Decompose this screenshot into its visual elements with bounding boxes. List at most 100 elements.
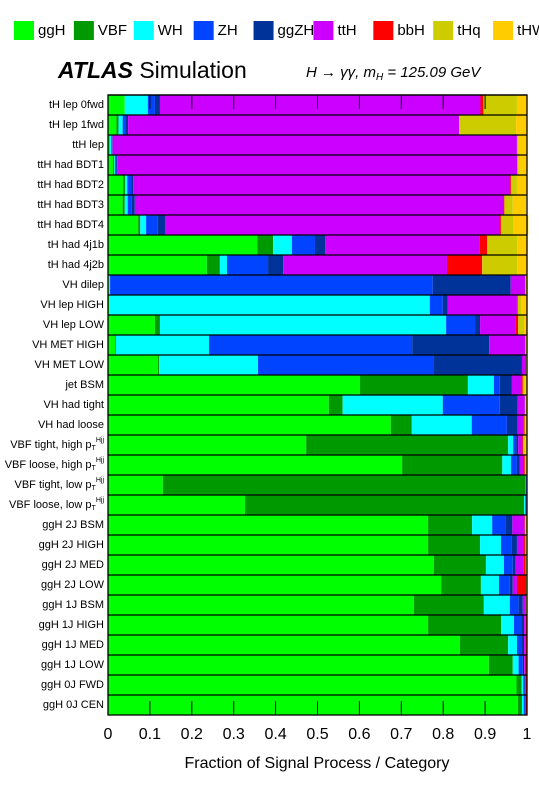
bar-segment	[159, 355, 259, 375]
bar-segment	[512, 575, 517, 595]
bar-segment	[402, 455, 503, 475]
bar-segment	[208, 335, 413, 355]
x-tick-label: 0.4	[264, 726, 286, 743]
y-tick-label: VH had tight	[43, 399, 104, 411]
bar-segment	[519, 455, 525, 475]
legend-label: ZH	[218, 22, 238, 39]
bar-segment	[108, 455, 403, 475]
bar-segment	[524, 615, 526, 635]
y-tick-label: VH dilep	[62, 279, 104, 291]
bar-segment	[108, 95, 125, 115]
bar-segment	[108, 655, 489, 675]
bar-segment	[483, 595, 510, 615]
bar-segment	[521, 635, 525, 655]
bar-segment	[257, 235, 274, 255]
bar-segment	[146, 215, 158, 235]
bar-segment	[157, 355, 160, 375]
bar-segment	[226, 255, 269, 275]
bar-segment	[479, 235, 488, 255]
bar-segment	[124, 95, 148, 115]
bar-segment	[516, 135, 519, 155]
bar-segment	[108, 495, 246, 515]
bar-segment	[508, 435, 514, 455]
bar-segment	[258, 355, 434, 375]
bar-segment	[524, 395, 526, 415]
legend-label: tHW	[517, 22, 539, 39]
bar-segment	[485, 555, 504, 575]
bar-segment	[116, 115, 119, 135]
bar-segment	[492, 515, 506, 535]
bar-segment	[512, 515, 525, 535]
y-tick-label: tH had 4j1b	[48, 239, 104, 251]
bar-segment	[108, 335, 116, 355]
bar-segment	[525, 615, 527, 635]
bar-segment	[390, 415, 412, 435]
bar-segment	[245, 495, 525, 515]
y-tick-label: VH had loose	[38, 419, 104, 431]
bar-segment	[108, 195, 123, 215]
bar-segment	[518, 655, 523, 675]
y-tick-label: ggH 1J BSM	[42, 599, 104, 611]
y-tick-label: ttH had BDT3	[37, 199, 104, 211]
bar-segment	[433, 555, 486, 575]
bar-segment	[108, 115, 117, 135]
bar-segment	[501, 535, 512, 555]
chart-subtitle: H → γγ, mH = 125.09 GeV	[306, 64, 482, 83]
bar-segment	[124, 195, 128, 215]
x-tick-label: 0.5	[306, 726, 328, 743]
bar-segment	[499, 395, 518, 415]
y-tick-label: VH MET HIGH	[32, 339, 104, 351]
bar-segment	[433, 355, 522, 375]
bar-segment	[503, 195, 505, 215]
bar-segment	[467, 375, 494, 395]
bar-segment	[506, 415, 518, 435]
bar-segment	[524, 535, 526, 555]
legend-swatch	[493, 21, 514, 40]
bar-segment	[108, 315, 155, 335]
bar-segment	[472, 515, 493, 535]
y-tick-label: ggH 2J LOW	[41, 579, 105, 591]
bar-segment	[517, 255, 528, 275]
bar-segment	[516, 95, 527, 115]
bar-segment	[111, 135, 113, 155]
bar-segment	[516, 455, 520, 475]
bar-segment	[480, 575, 499, 595]
bar-segment	[157, 215, 165, 235]
y-tick-label: VH lep LOW	[43, 319, 105, 331]
bar-segment	[268, 255, 284, 275]
bar-segment	[510, 275, 526, 295]
legend-swatch	[14, 21, 34, 40]
bar-segment	[521, 615, 525, 635]
bar-segment	[517, 235, 528, 255]
bar-segment	[123, 175, 126, 195]
bar-segment	[516, 175, 527, 195]
legend-label: VBF	[98, 22, 127, 39]
bar-segment	[108, 675, 517, 695]
y-tick-label: tH had 4j2b	[48, 259, 104, 271]
bar-segment	[127, 195, 132, 215]
bar-segment	[517, 695, 522, 715]
bar-segment	[314, 235, 326, 255]
bar-segment	[524, 375, 527, 395]
bar-segment	[523, 695, 525, 715]
bar-segment	[521, 355, 527, 375]
bar-segment	[108, 415, 391, 435]
bar-segment	[108, 355, 158, 375]
x-tick-label: 0.6	[348, 726, 370, 743]
x-tick-label: 0.2	[181, 726, 203, 743]
y-tick-label: VH lep HIGH	[40, 299, 104, 311]
bar-segment	[505, 515, 513, 535]
y-tick-label: VBF tight, low pTHjj	[15, 477, 105, 492]
bar-segment	[108, 695, 518, 715]
bar-segment	[521, 295, 527, 315]
bar-segment	[446, 315, 476, 335]
bar-segment	[134, 195, 504, 215]
bar-segment	[516, 575, 527, 595]
bar-segment	[517, 295, 522, 315]
bar-segment	[517, 395, 525, 415]
bar-segment	[122, 115, 127, 135]
bar-segment	[108, 515, 429, 535]
bar-segment	[412, 335, 490, 355]
y-tick-label: ttH had BDT4	[37, 219, 104, 231]
